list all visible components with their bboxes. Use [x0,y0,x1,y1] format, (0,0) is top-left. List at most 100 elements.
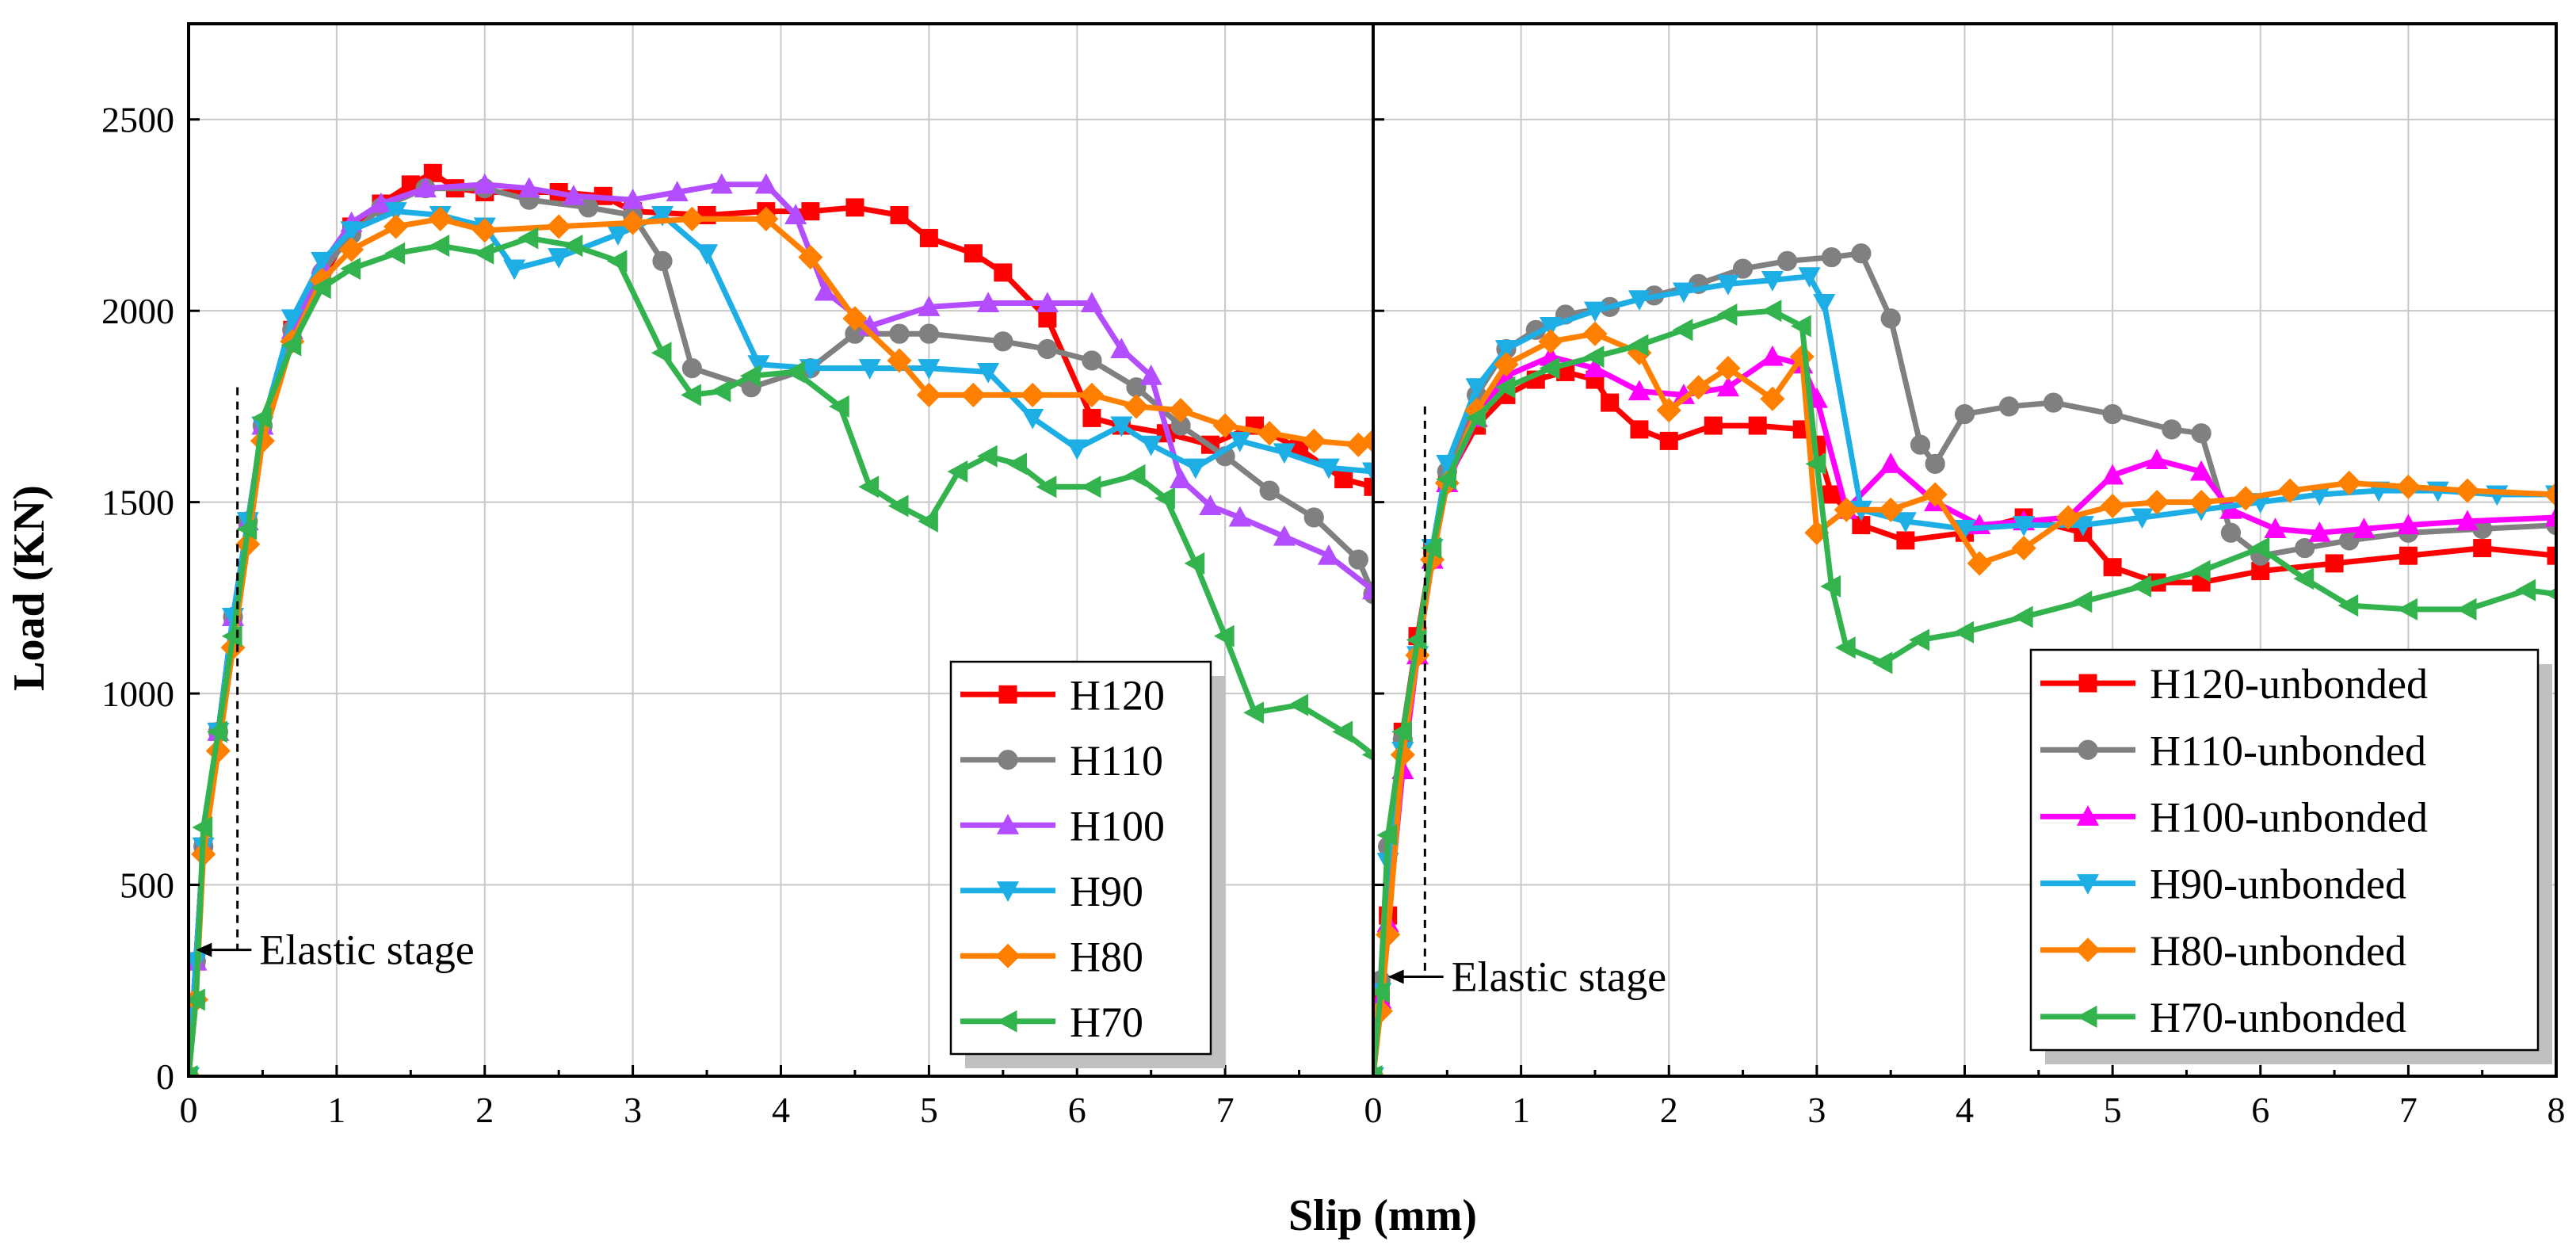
data-point [1823,486,1841,503]
data-point [2104,559,2121,576]
data-point [429,235,448,256]
y-tick-label: 1000 [101,674,174,714]
data-point [2456,479,2479,502]
legend-label: H90-unbonded [2150,861,2406,908]
legend-label: H100 [1070,802,1165,850]
data-point [1170,468,1191,487]
legend-swatch-marker [999,686,1017,703]
x-tick-label: 6 [2251,1090,2269,1130]
legend-swatch-marker [2079,674,2097,692]
legend-label: H110 [1070,737,1163,785]
data-point [2103,404,2122,423]
x-axis-title: Slip (mm) [1288,1191,1477,1240]
data-point [1007,453,1026,474]
data-point [1897,532,1914,549]
x-tick-label: 2 [475,1090,494,1130]
data-point [1335,471,1353,488]
data-point [918,511,937,532]
legend-box [2031,650,2538,1050]
data-point [385,243,404,264]
x-tick-label: 0 [180,1090,198,1130]
data-point [1880,453,1901,472]
data-point [2101,495,2124,518]
y-tick-label: 0 [156,1056,174,1097]
legend-swatch-marker [2078,740,2097,759]
data-point [1660,432,1677,449]
data-point [978,445,997,466]
legend-label: H90 [1070,868,1143,915]
left-panel: 0 1 2 3 4 5 6 705001000150020002500Elastic stag… [101,24,1385,1130]
x-tick-label: 4 [772,1090,790,1130]
data-point [2221,523,2240,542]
data-point [2397,475,2421,498]
x-tick-label: 5 [2104,1090,2122,1130]
data-point [1082,476,1101,497]
data-point [1777,251,1796,270]
data-point [1067,440,1087,459]
data-point [1631,421,1648,438]
data-point [2474,540,2491,557]
legend-box [951,662,1211,1054]
data-point [1126,465,1145,486]
data-point [1873,652,1892,673]
figure: 0 1 2 3 4 5 6 705001000150020002500Elastic stag… [0,0,2576,1245]
data-point [2457,599,2476,620]
data-point [920,229,937,246]
data-point [653,251,672,270]
legend-label: H80-unbonded [2150,927,2406,975]
data-point [1822,247,1841,266]
data-point [1021,384,1044,407]
data-point [1925,454,1944,473]
data-point [1260,481,1279,500]
data-point [1910,435,1929,454]
data-point [962,384,986,407]
data-point [2516,580,2535,601]
data-point [802,203,819,220]
y-tick-label: 1500 [101,483,174,523]
data-point [2044,393,2063,412]
x-tick-label: 1 [1512,1090,1530,1130]
x-tick-label: 0 [1364,1090,1383,1130]
data-point [1999,397,2018,416]
data-point [608,250,627,271]
legend-label: H120 [1070,671,1165,719]
data-point [1749,417,1766,434]
legend: H120H110H100H90H80H70 [951,662,1225,1068]
data-point [2192,424,2211,443]
x-tick-label: 4 [1956,1090,1974,1130]
data-point [1083,409,1101,426]
elastic-stage-label: Elastic stage [1452,953,1666,1000]
data-point [1881,309,1900,328]
y-axis-title: Load (KN) [5,485,54,691]
legend: H120-unbondedH110-unbondedH100-unbondedH… [2031,650,2552,1064]
data-point [1762,300,1781,321]
data-point [948,461,967,482]
data-point [475,243,494,264]
y-tick-label: 500 [120,865,174,906]
legend-swatch-marker [998,750,1017,770]
data-point [964,245,982,262]
x-tick-label: 7 [1216,1090,1235,1130]
data-point [547,215,571,239]
data-point [1673,319,1693,340]
x-tick-label: 7 [2399,1090,2418,1130]
data-point [1124,395,1148,418]
elastic-stage-annotation: Elastic stage [196,388,474,974]
data-point [1852,244,1871,263]
legend-label: H100-unbonded [2150,793,2428,841]
data-point [1082,351,1101,370]
data-point [1583,322,1607,346]
data-point [1304,508,1323,527]
data-point [846,199,864,216]
data-point [1376,922,1400,946]
data-point [2398,599,2417,620]
data-point [994,264,1012,281]
data-point [994,332,1013,351]
data-point [1601,394,1619,411]
data-point [696,245,717,264]
legend-label: H70 [1070,999,1143,1046]
data-point [2013,606,2032,627]
elastic-stage-annotation: Elastic stage [1388,407,1666,1001]
data-point [2073,591,2092,612]
data-point [384,215,408,239]
